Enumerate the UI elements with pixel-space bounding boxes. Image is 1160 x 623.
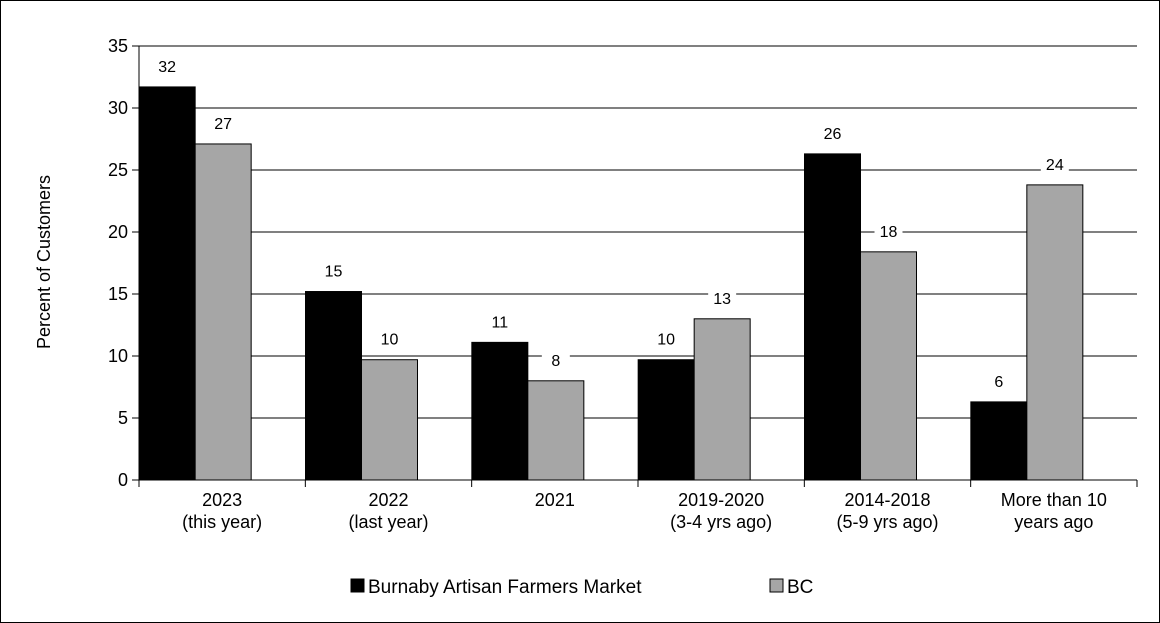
- x-tick-label-line: 2022: [368, 490, 408, 510]
- bar-bc-5: [1026, 184, 1084, 481]
- x-tick-label-line: 2014-2018: [844, 490, 930, 510]
- data-labels: 32 15 11 10 26 6 27 10 8 13 18 24: [153, 57, 1069, 392]
- x-tick-label-line: 2023: [202, 490, 242, 510]
- data-label-market-2: 11: [492, 314, 509, 331]
- x-tick-label-4: 2014-2018 (5-9 yrs ago): [836, 490, 938, 532]
- data-label-market-5: 6: [994, 374, 1003, 391]
- y-tick-label-15: 15: [108, 284, 128, 304]
- y-tick-label-0: 0: [118, 470, 128, 490]
- data-label-bc-1: 10: [381, 332, 399, 349]
- data-label-bg-1-1: [375, 330, 404, 350]
- x-tick-label-0: 2023 (this year): [182, 490, 262, 532]
- y-tick-label-30: 30: [108, 98, 128, 118]
- data-label-bg-1-0: [209, 114, 238, 134]
- data-label-bg-1-5: [1040, 155, 1069, 175]
- data-label-bg-0-1: [319, 262, 348, 282]
- y-tick-label-10: 10: [108, 346, 128, 366]
- data-label-bc-2: 8: [551, 353, 560, 370]
- data-label-bg-0-0: [153, 57, 182, 77]
- bar-bc-3: [693, 318, 751, 481]
- data-label-market-0: 32: [158, 59, 176, 76]
- legend-label-market: Burnaby Artisan Farmers Market: [368, 577, 642, 598]
- x-tick-label-line: (this year): [182, 512, 262, 532]
- bars: [138, 86, 1084, 481]
- data-label-bg-0-2: [485, 313, 514, 333]
- y-tick-label-5: 5: [118, 408, 128, 428]
- legend: Burnaby Artisan Farmers Market BC: [350, 577, 813, 598]
- data-label-bc-5: 24: [1046, 157, 1064, 174]
- bar-market-5: [970, 401, 1028, 481]
- axes: [132, 45, 1138, 487]
- x-tick-label-5: More than 10 years ago: [1001, 490, 1107, 532]
- data-label-market-4: 26: [824, 126, 842, 143]
- y-tick-label-20: 20: [108, 222, 128, 242]
- x-tick-label-line: (5-9 yrs ago): [836, 512, 938, 532]
- x-tick-label-line: (last year): [348, 512, 428, 532]
- x-tick-labels: 2023 (this year) 2022 (last year) 2021 2019-2…: [182, 490, 1107, 532]
- bar-bc-4: [860, 251, 917, 481]
- bar-bc-1: [361, 359, 418, 481]
- x-tick-label-1: 2022 (last year): [348, 490, 428, 532]
- bar-bc-2: [527, 380, 585, 481]
- legend-label-bc: BC: [787, 577, 813, 598]
- bar-market-4: [804, 153, 861, 481]
- x-tick-label-line: (3-4 yrs ago): [670, 512, 772, 532]
- data-label-bg-0-4: [818, 124, 847, 144]
- legend-swatch-bc: [769, 578, 784, 593]
- data-label-market-1: 15: [325, 264, 343, 281]
- data-label-bg-1-4: [874, 222, 903, 242]
- x-tick-label-line: years ago: [1014, 512, 1093, 532]
- y-axis-label: Percent of Customers: [34, 175, 54, 349]
- data-label-bg-1-2: [541, 351, 570, 371]
- data-label-market-3: 10: [657, 332, 675, 349]
- x-tick-label-line: More than 10: [1001, 490, 1107, 510]
- y-tick-label-25: 25: [108, 160, 128, 180]
- x-tick-label-3: 2019-2020 (3-4 yrs ago): [670, 490, 772, 532]
- data-label-bc-3: 13: [713, 291, 731, 308]
- bar-market-2: [471, 341, 529, 481]
- y-tick-label-35: 35: [108, 36, 128, 56]
- bar-market-1: [305, 291, 362, 481]
- data-label-bg-0-5: [984, 372, 1013, 392]
- x-tick-label-line: 2019-2020: [678, 490, 764, 510]
- data-label-bg-0-3: [652, 330, 681, 350]
- y-tick-labels: 0 5 10 15 20 25 30 35: [108, 36, 128, 490]
- data-label-bc-0: 27: [214, 116, 232, 133]
- bar-market-0: [138, 86, 196, 481]
- x-tick-label-line: 2021: [535, 490, 575, 510]
- legend-swatch-market: [350, 578, 365, 593]
- data-label-bc-4: 18: [880, 224, 898, 241]
- data-label-bg-1-3: [708, 289, 737, 309]
- x-tick-label-2: 2021: [535, 490, 575, 510]
- bar-market-3: [637, 359, 695, 481]
- bar-bc-0: [194, 143, 252, 481]
